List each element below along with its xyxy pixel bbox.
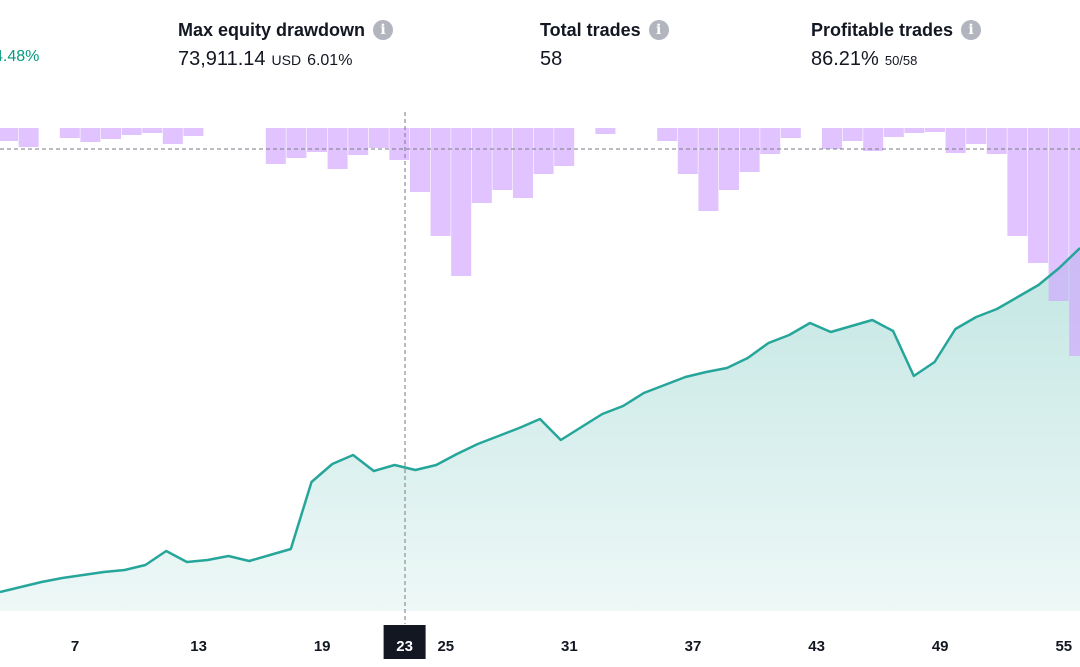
equity-line [0,247,1080,594]
profitable-trades-value: 86.21% [811,48,879,70]
drawdown-bar [822,128,842,149]
x-tick-label: 37 [685,638,702,655]
max-drawdown-unit: USD [271,52,302,68]
drawdown-bar [451,128,472,276]
drawdown-bar [1007,128,1028,236]
max-drawdown-title: Max equity drawdown [178,19,366,40]
drawdown-bar [904,128,925,133]
drawdown-bar [883,128,904,137]
profitable-trades-title: Profitable trades [811,19,954,40]
drawdown-bar [780,128,801,138]
drawdown-bar [389,128,410,160]
equity-area-group [0,248,1080,611]
x-tick-label: 25 [437,638,454,655]
info-icon[interactable]: i [373,20,394,40]
total-trades-title: Total trades [540,19,641,40]
x-tick-label: 7 [71,638,79,655]
net-profit-value: 4.48% [0,48,40,65]
drawdown-bar [80,128,101,142]
equity-area [0,248,1080,611]
drawdown-bar [368,128,389,148]
drawdown-bars-group [0,128,1080,356]
total-trades-value: 58 [540,48,563,70]
drawdown-bar [513,128,533,198]
drawdown-bar [59,128,80,138]
drawdown-bar [410,128,430,192]
drawdown-bar [842,128,863,141]
total-trades-stat: Total trades i 58 [540,16,669,71]
drawdown-bar [1048,128,1069,301]
x-tick-label: 49 [932,638,949,655]
drawdown-bar [760,128,781,154]
drawdown-bar [265,128,286,164]
net-profit-stat: 4.48% [0,16,39,66]
drawdown-bar [554,128,575,166]
drawdown-bar [925,128,945,132]
drawdown-bar [966,128,987,144]
drawdown-bar [307,128,327,152]
drawdown-bar [471,128,492,203]
drawdown-bar [18,128,39,147]
drawdown-bar [121,128,142,135]
drawdown-bar [945,128,966,153]
x-tick-label: 31 [561,638,578,655]
max-drawdown-stat: Max equity drawdown i 73,911.14 USD 6.01… [178,16,394,71]
drawdown-bar [286,128,307,158]
x-tick-highlight [383,625,426,659]
drawdown-bar [183,128,204,136]
profitable-trades-count: 50/58 [884,53,918,68]
profitable-trades-stat: Profitable trades i 86.21% 50/58 [811,16,982,71]
x-tick-label: 55 [1055,638,1072,655]
drawdown-bar [863,128,884,151]
max-drawdown-pct: 6.01% [307,52,353,69]
drawdown-bar [0,128,18,141]
drawdown-bar [657,128,678,141]
drawdown-bar [1028,128,1048,263]
drawdown-bar [162,128,183,144]
drawdown-bar [677,128,698,174]
info-icon[interactable]: i [648,20,669,40]
equity-line-group [0,247,1080,594]
drawdown-bar [698,128,719,211]
drawdown-bar [430,128,451,236]
drawdown-bar [986,128,1007,154]
drawdown-bar [739,128,760,172]
drawdown-bar [719,128,739,190]
info-icon[interactable]: i [961,20,982,40]
drawdown-bar [595,128,616,134]
x-tick-label: 13 [190,638,207,655]
drawdown-bar [348,128,369,155]
drawdown-bar [533,128,554,174]
drawdown-bar [492,128,513,190]
x-tick-label: 23 [396,638,413,655]
x-tick-label: 19 [314,638,331,655]
max-drawdown-value: 73,911.14 [178,48,266,70]
drawdown-bar [101,128,121,139]
x-tick-label: 43 [808,638,825,655]
x-axis: 7 13 19 23 25 31 37 43 49 55 [71,625,1072,659]
drawdown-bar [1069,128,1080,356]
drawdown-bar [142,128,163,133]
